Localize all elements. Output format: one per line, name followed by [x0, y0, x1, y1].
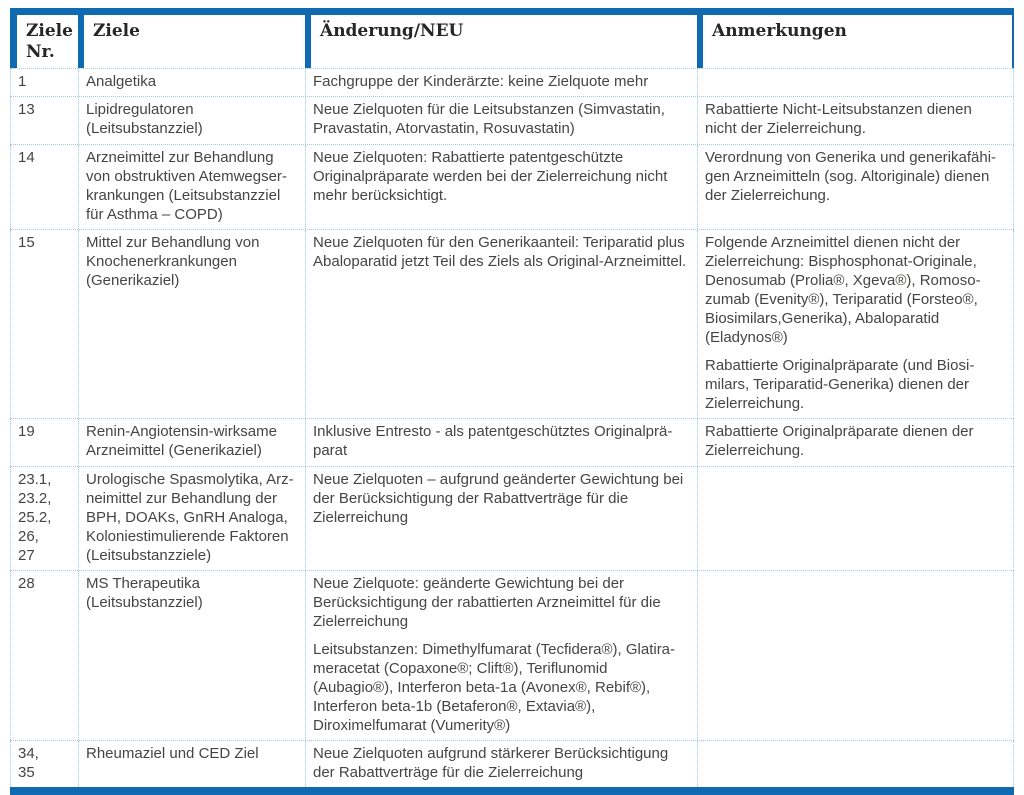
cell-anmerkungen: [697, 69, 1014, 96]
cell-ziele-nr-text: 1: [18, 73, 27, 90]
cell-ziele-nr: 13: [10, 97, 78, 144]
table-row: 15 Mittel zur Behandlung von Knochenerkra…: [10, 229, 1014, 418]
cell-aenderung-neu-text: Neue Zielquoten: Rabattierte patentgesch…: [313, 149, 668, 204]
cell-ziele-text: Renin-Angiotensin-wirksame Arzneimittel …: [86, 423, 277, 459]
cell-aenderung-neu: Neue Zielquoten für den Generikaanteil: …: [305, 230, 697, 418]
table-bottom-rule: [10, 787, 1014, 795]
cell-ziele-nr-text: 15: [18, 234, 35, 251]
table-row: 13 Lipidregulatoren (Leitsubstanzziel) Neu…: [10, 96, 1014, 144]
table-row: 34, 35 Rheumaziel und CED Ziel Neue Zielqu…: [10, 740, 1014, 787]
cell-anmerkungen-text: Folgende Arzneimittel dienen nicht der Z…: [705, 234, 981, 346]
cell-anmerkungen: Rabattierte Nicht-Leitsubstanzen dienen …: [697, 97, 1014, 144]
cell-ziele-text: Rheumaziel und CED Ziel: [86, 745, 259, 762]
cell-ziele-nr-text: 23.1, 23.2, 25.2, 26, 27: [18, 471, 52, 564]
cell-ziele-nr: 28: [10, 571, 78, 740]
cell-anmerkungen: Verordnung von Generika und generikafähi…: [697, 145, 1014, 229]
cell-aenderung-neu: Neue Zielquoten aufgrund stärkerer Berüc…: [305, 741, 697, 787]
cell-ziele-text: Lipidregulatoren (Leitsubstanzziel): [86, 101, 203, 137]
cell-ziele-text: Arzneimittel zur Behandlung von obstrukt…: [86, 149, 287, 223]
cell-ziele-nr: 14: [10, 145, 78, 229]
cell-aenderung-neu-text: Neue Zielquote: geänderte Gewichtung bei…: [313, 575, 661, 630]
cell-aenderung-neu-text: Neue Zielquoten – aufgrund geänderter Ge…: [313, 471, 684, 526]
cell-aenderung-neu-text: Fachgruppe der Kinderärzte: keine Zielqu…: [313, 73, 649, 90]
cell-aenderung-neu-text: Neue Zielquoten für die Leitsubstanzen (…: [313, 101, 665, 137]
cell-aenderung-neu: Neue Zielquoten für die Leitsubstanzen (…: [305, 97, 697, 144]
header-aenderung-neu: Änderung/NEU: [305, 15, 697, 68]
cell-ziele-nr-text: 28: [18, 575, 35, 592]
cell-ziele: Lipidregulatoren (Leitsubstanzziel): [78, 97, 305, 144]
cell-ziele: Mittel zur Behandlung von Knochenerkrank…: [78, 230, 305, 418]
cell-anmerkungen-text: Rabattierte Originalpräparate (und Biosi…: [705, 357, 975, 412]
table-row: 19 Renin-Angiotensin-wirksame Arzneimitte…: [10, 418, 1014, 466]
header-ziele: Ziele: [78, 15, 305, 68]
cell-anmerkungen: [697, 467, 1014, 570]
cell-ziele-nr: 15: [10, 230, 78, 418]
table-row: 28 MS Therapeutika (Leitsubstanzziel) Neue…: [10, 570, 1014, 740]
header-ziele-nr: Ziele Nr.: [10, 15, 78, 68]
table-body: 1 Analgetika Fachgruppe der Kinderärzte: k…: [10, 68, 1014, 787]
cell-aenderung-neu: Neue Zielquoten: Rabattierte patentgesch…: [305, 145, 697, 229]
cell-anmerkungen: [697, 741, 1014, 787]
ziele-table: Ziele Nr. Ziele Änderung/NEU Anmerkungen…: [10, 8, 1014, 795]
cell-ziele-nr: 19: [10, 419, 78, 466]
cell-anmerkungen-text: Verordnung von Generika und generikafähi…: [705, 149, 997, 204]
cell-ziele: Renin-Angiotensin-wirksame Arzneimittel …: [78, 419, 305, 466]
cell-anmerkungen: Folgende Arzneimittel dienen nicht der Z…: [697, 230, 1014, 418]
cell-aenderung-neu: Neue Zielquote: geänderte Gewichtung bei…: [305, 571, 697, 740]
cell-ziele: Urologische Spasmolytika, Arz­neimittel …: [78, 467, 305, 570]
cell-ziele-nr: 23.1, 23.2, 25.2, 26, 27: [10, 467, 78, 570]
cell-ziele-text: Urologische Spasmolytika, Arz­neimittel …: [86, 471, 294, 564]
cell-anmerkungen: [697, 571, 1014, 740]
table-row: 23.1, 23.2, 25.2, 26, 27 Urologische Spas…: [10, 466, 1014, 570]
cell-ziele-nr-text: 34, 35: [18, 745, 39, 781]
cell-anmerkungen-text: Rabattierte Originalpräparate dienen der…: [705, 423, 974, 459]
cell-ziele-text: Mittel zur Behandlung von Knochenerkrank…: [86, 234, 260, 289]
cell-anmerkungen: Rabattierte Originalpräparate dienen der…: [697, 419, 1014, 466]
cell-ziele-nr-text: 19: [18, 423, 35, 440]
cell-aenderung-neu-text: Inklusive Entresto - als patentgeschützt…: [313, 423, 673, 459]
cell-aenderung-neu-text: Neue Zielquoten aufgrund stärkerer Berüc…: [313, 745, 669, 781]
cell-ziele: Arzneimittel zur Behandlung von obstrukt…: [78, 145, 305, 229]
header-anmerkungen: Anmerkungen: [697, 15, 1014, 68]
cell-ziele-text: Analgetika: [86, 73, 157, 90]
table-header: Ziele Nr. Ziele Änderung/NEU Anmerkungen: [10, 15, 1014, 68]
cell-ziele: Rheumaziel und CED Ziel: [78, 741, 305, 787]
cell-aenderung-neu: Fachgruppe der Kinderärzte: keine Zielqu…: [305, 69, 697, 96]
cell-ziele-text: MS Therapeutika (Leitsubstanzziel): [86, 575, 203, 611]
cell-ziele-nr: 1: [10, 69, 78, 96]
table-row: 14 Arzneimittel zur Behandlung von obstru…: [10, 144, 1014, 229]
cell-anmerkungen-text: Rabattierte Nicht-Leitsubstanzen dienen …: [705, 101, 972, 137]
table-row: 1 Analgetika Fachgruppe der Kinderärzte: k…: [10, 68, 1014, 96]
cell-ziele-nr-text: 14: [18, 149, 35, 166]
cell-aenderung-neu-text: Neue Zielquoten für den Generikaanteil: …: [313, 234, 687, 270]
cell-aenderung-neu: Inklusive Entresto - als patentgeschützt…: [305, 419, 697, 466]
cell-ziele: Analgetika: [78, 69, 305, 96]
cell-aenderung-neu: Neue Zielquoten – aufgrund geänderter Ge…: [305, 467, 697, 570]
table-top-rule: [10, 8, 1014, 15]
cell-ziele-nr-text: 13: [18, 101, 35, 118]
cell-aenderung-neu-text: Leitsubstanzen: Dimethylfumarat (Tecfide…: [313, 641, 676, 734]
cell-ziele-nr: 34, 35: [10, 741, 78, 787]
cell-ziele: MS Therapeutika (Leitsubstanzziel): [78, 571, 305, 740]
